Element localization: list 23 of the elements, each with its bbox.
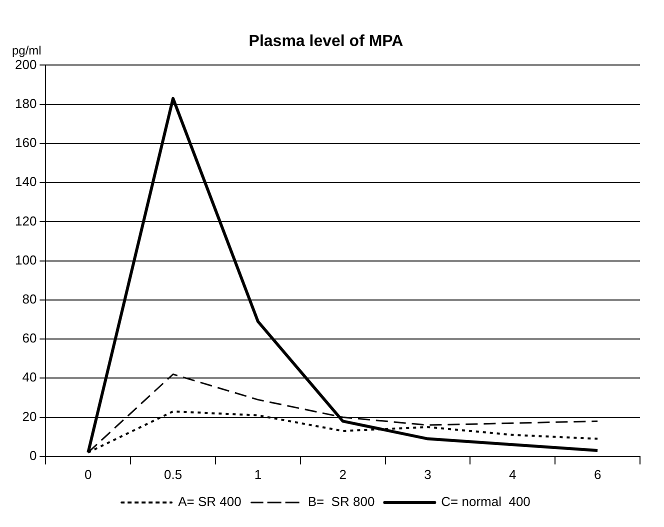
- y-tick-label: 120: [14, 213, 37, 228]
- y-tick-label: 200: [14, 56, 37, 72]
- y-tick-label: 180: [14, 96, 37, 111]
- x-tick-label: 4: [509, 466, 516, 482]
- y-tick-label: 160: [14, 135, 37, 150]
- y-tick-label: 100: [14, 252, 37, 268]
- x-tick-label: 6: [594, 466, 602, 482]
- x-tick-label: 3: [424, 466, 432, 482]
- y-tick-label: 0: [29, 448, 37, 463]
- y-axis-title: pg/ml: [12, 44, 42, 58]
- legend-label: A= SR 400: [178, 494, 242, 510]
- y-tick-label: 60: [22, 330, 37, 346]
- y-tick-label: 80: [22, 292, 37, 306]
- legend-label: C= normal 400: [441, 494, 530, 510]
- y-tick-label: 20: [22, 408, 37, 424]
- x-tick-label: 2: [339, 466, 346, 482]
- x-tick-label: 1: [254, 466, 262, 482]
- chart-title: Plasma level of MPA: [248, 33, 404, 50]
- legend-label: B= SR 800: [308, 494, 375, 510]
- y-tick-label: 140: [14, 174, 37, 190]
- x-tick-label: 0.5: [164, 466, 182, 482]
- y-tick-label: 40: [22, 370, 37, 385]
- x-tick-label: 0: [84, 466, 92, 482]
